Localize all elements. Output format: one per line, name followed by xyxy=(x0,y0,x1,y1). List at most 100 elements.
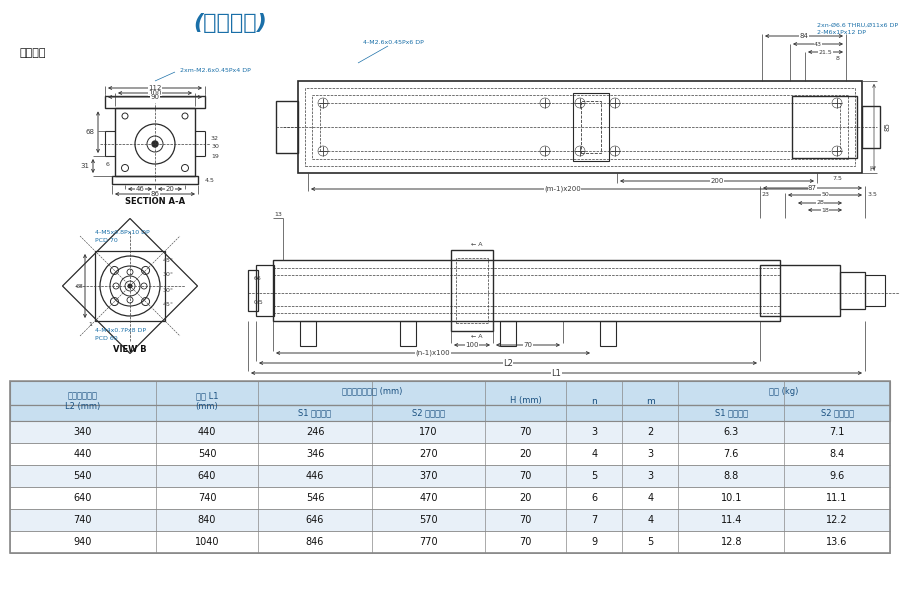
Text: 11.4: 11.4 xyxy=(721,515,742,525)
Text: 3: 3 xyxy=(647,449,653,459)
Text: 740: 740 xyxy=(198,493,216,503)
Text: (軽荷重型): (軽荷重型) xyxy=(194,13,267,33)
Text: 846: 846 xyxy=(306,537,324,547)
Text: 23: 23 xyxy=(761,193,769,197)
Text: 70: 70 xyxy=(519,537,532,547)
Text: 640: 640 xyxy=(198,471,216,481)
Text: 18: 18 xyxy=(821,207,829,213)
Text: 19: 19 xyxy=(212,154,219,160)
Text: PCD 60: PCD 60 xyxy=(95,336,118,342)
Text: 70: 70 xyxy=(524,342,533,348)
Text: 6: 6 xyxy=(106,161,110,167)
Text: 21.5: 21.5 xyxy=(819,50,832,54)
Text: 4-M5x0.8Px10 DP: 4-M5x0.8Px10 DP xyxy=(95,230,149,235)
Text: PCD 70: PCD 70 xyxy=(95,239,118,243)
Text: 87: 87 xyxy=(808,185,817,191)
Bar xyxy=(456,258,488,323)
Bar xyxy=(248,270,258,311)
Bar xyxy=(10,443,890,465)
Text: 20: 20 xyxy=(519,449,532,459)
Text: 170: 170 xyxy=(419,427,437,437)
Text: (m-1)x200: (m-1)x200 xyxy=(544,186,580,192)
Text: 4: 4 xyxy=(647,493,653,503)
Text: 50: 50 xyxy=(821,193,829,197)
Text: 7.6: 7.6 xyxy=(724,449,739,459)
Text: 4: 4 xyxy=(647,515,653,525)
Text: 45°: 45° xyxy=(163,301,174,307)
Text: 540: 540 xyxy=(74,471,92,481)
Text: 640: 640 xyxy=(74,493,92,503)
Text: 246: 246 xyxy=(306,427,324,437)
Text: (n-1)x100: (n-1)x100 xyxy=(416,350,450,356)
Text: H: H xyxy=(869,166,875,172)
Bar xyxy=(273,260,780,321)
Text: m: m xyxy=(646,397,654,405)
Text: 540: 540 xyxy=(198,449,216,459)
Text: 6: 6 xyxy=(591,493,598,503)
Bar xyxy=(320,103,840,151)
Bar xyxy=(573,93,609,161)
Text: 45°: 45° xyxy=(163,258,174,264)
Circle shape xyxy=(128,284,132,288)
Text: 840: 840 xyxy=(198,515,216,525)
Circle shape xyxy=(152,141,158,147)
Bar xyxy=(581,101,601,153)
Text: 0.5: 0.5 xyxy=(253,300,263,306)
Text: 70: 70 xyxy=(519,515,532,525)
Text: n: n xyxy=(591,397,597,405)
Text: 10.1: 10.1 xyxy=(721,493,742,503)
Bar xyxy=(305,88,855,166)
Text: 2xn-Ø6.6 THRU,Ø11x6 DP: 2xn-Ø6.6 THRU,Ø11x6 DP xyxy=(817,22,898,28)
Text: 11.1: 11.1 xyxy=(826,493,848,503)
Text: 1: 1 xyxy=(88,323,92,327)
Text: 68: 68 xyxy=(76,284,84,288)
Text: 85: 85 xyxy=(884,122,890,131)
Text: ← A: ← A xyxy=(472,335,482,339)
Text: 13: 13 xyxy=(274,213,282,217)
Text: 440: 440 xyxy=(74,449,92,459)
Text: 全長 L1
(mm): 全長 L1 (mm) xyxy=(195,391,219,411)
Text: 346: 346 xyxy=(306,449,324,459)
Text: 30: 30 xyxy=(212,144,219,148)
Bar xyxy=(10,381,890,405)
Bar xyxy=(312,95,848,159)
Bar xyxy=(500,321,516,346)
Bar xyxy=(10,421,890,443)
Bar xyxy=(840,272,865,309)
Bar xyxy=(865,275,885,306)
Text: 28: 28 xyxy=(816,200,824,206)
Text: 200: 200 xyxy=(710,178,724,184)
Text: 12.8: 12.8 xyxy=(721,537,742,547)
Bar xyxy=(451,250,493,331)
Bar xyxy=(10,487,890,509)
Text: 20: 20 xyxy=(519,493,532,503)
Text: 100: 100 xyxy=(148,90,162,96)
Text: 46: 46 xyxy=(136,186,144,192)
Text: 440: 440 xyxy=(198,427,216,437)
Text: 5: 5 xyxy=(647,537,653,547)
Text: 70: 70 xyxy=(519,427,532,437)
Text: 68: 68 xyxy=(86,129,95,135)
Bar xyxy=(256,265,274,316)
Text: 6.3: 6.3 xyxy=(724,427,739,437)
Text: 4: 4 xyxy=(591,449,598,459)
Text: 66: 66 xyxy=(254,275,262,281)
Text: H (mm): H (mm) xyxy=(509,397,542,405)
Text: 546: 546 xyxy=(306,493,324,503)
Text: 370: 370 xyxy=(419,471,437,481)
Bar xyxy=(862,106,880,148)
Text: 32: 32 xyxy=(211,135,219,141)
Text: ← A: ← A xyxy=(472,242,482,246)
Bar xyxy=(276,101,298,153)
Text: 646: 646 xyxy=(306,515,324,525)
Text: 4-M4x0.7Px8 DP: 4-M4x0.7Px8 DP xyxy=(95,329,146,333)
Text: 43: 43 xyxy=(814,41,822,47)
Text: 3: 3 xyxy=(647,471,653,481)
Text: 84: 84 xyxy=(799,33,808,39)
Bar xyxy=(600,321,616,346)
Text: 20: 20 xyxy=(166,186,175,192)
Text: 8: 8 xyxy=(836,57,840,61)
Text: 340: 340 xyxy=(74,427,92,437)
Text: L2: L2 xyxy=(503,359,513,368)
Text: 570: 570 xyxy=(419,515,437,525)
